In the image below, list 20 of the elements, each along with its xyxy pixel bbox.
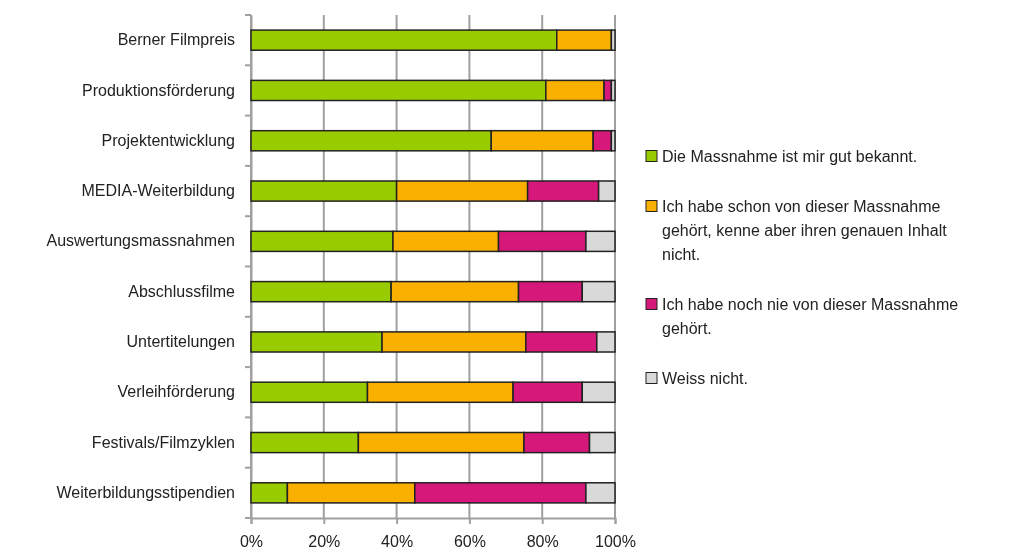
y-tick-label: MEDIA-Weiterbildung bbox=[81, 182, 235, 200]
y-tick-label: Abschlussfilme bbox=[128, 282, 236, 300]
legend-label: Ich habe noch nie von dieser Massnahme gehört. bbox=[662, 295, 959, 337]
legend-label: Die Massnahme ist mir gut bekannt. bbox=[662, 147, 918, 165]
legend-label: Weiss nicht. bbox=[662, 369, 748, 387]
x-tick-label: 20% bbox=[308, 533, 341, 551]
y-tick-label: Untertitelungen bbox=[126, 333, 235, 351]
y-tick-label: Projektentwicklung bbox=[101, 131, 235, 149]
x-tick-label: 40% bbox=[381, 533, 414, 551]
y-tick-label: Produktionsförderung bbox=[82, 81, 235, 99]
y-tick-label: Auswertungsmassnahmen bbox=[46, 232, 235, 250]
x-tick-label: 0% bbox=[239, 533, 264, 551]
x-tick-label: 80% bbox=[526, 533, 559, 551]
y-tick-label: Berner Filmpreis bbox=[117, 31, 235, 49]
legend-label: Ich habe schon von dieser Massnahme gehört, kenne aber ihren genauen Inhalt nicht. bbox=[662, 197, 948, 263]
y-tick-label: Weiterbildungsstipendien bbox=[56, 483, 235, 501]
x-tick-label: 60% bbox=[453, 533, 486, 551]
y-tick-label: Verleihförderung bbox=[117, 383, 235, 401]
x-tick-label: 100% bbox=[595, 533, 636, 551]
y-tick-label: Festivals/Filmzyklen bbox=[91, 433, 235, 451]
